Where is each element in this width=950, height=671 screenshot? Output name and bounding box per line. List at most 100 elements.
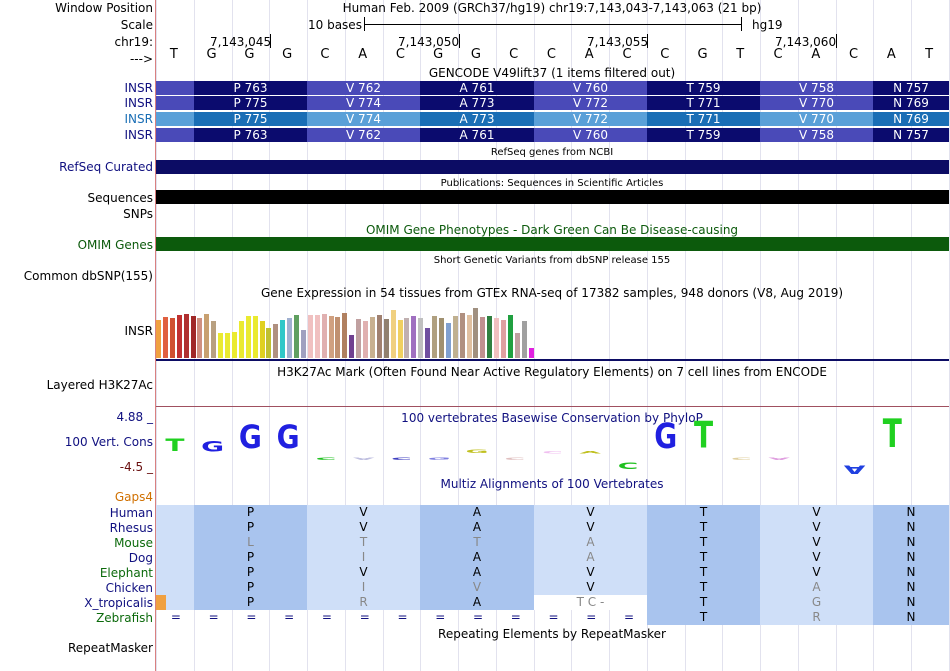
gtex-tissue-bar[interactable] <box>328 316 334 358</box>
gtex-tissue-bar[interactable] <box>266 328 272 358</box>
gtex-tissue-bar[interactable] <box>280 320 286 358</box>
gtex-tissue-bar[interactable] <box>169 318 175 358</box>
h3k27ac-track-label[interactable]: Layered H3K27Ac <box>46 378 153 392</box>
gtex-tissue-bar[interactable] <box>183 314 189 358</box>
gtex-tissue-bar[interactable] <box>245 316 251 358</box>
gencode-track-label[interactable]: INSR <box>124 112 153 126</box>
multiz-species-label[interactable]: Elephant <box>99 566 153 580</box>
dbsnp-track-title[interactable]: Short Genetic Variants from dbSNP releas… <box>433 255 671 266</box>
gtex-tissue-bar[interactable] <box>273 324 279 358</box>
gtex-tissue-bar[interactable] <box>162 317 168 358</box>
phylop-track-label[interactable]: 100 Vert. Cons <box>64 435 153 449</box>
gtex-tissue-bar[interactable] <box>342 313 348 358</box>
gtex-tissue-bar[interactable] <box>487 316 493 358</box>
gtex-tissue-bar[interactable] <box>211 321 217 358</box>
gencode-track-label[interactable]: INSR <box>124 128 153 142</box>
omim-track-title[interactable]: OMIM Gene Phenotypes - Dark Green Can Be… <box>365 223 739 237</box>
gtex-tissue-bar[interactable] <box>466 315 472 358</box>
gtex-bar-chart[interactable] <box>156 300 536 358</box>
gtex-tissue-bar[interactable] <box>259 321 265 358</box>
gtex-tissue-bar[interactable] <box>521 321 527 358</box>
gtex-tissue-bar[interactable] <box>204 314 210 358</box>
gtex-tissue-bar[interactable] <box>300 330 306 358</box>
gtex-tissue-bar[interactable] <box>459 313 465 358</box>
gtex-tissue-bar[interactable] <box>349 335 355 358</box>
repeatmasker-track-title[interactable]: Repeating Elements by RepeatMasker <box>438 627 666 641</box>
multiz-species-label[interactable]: Mouse <box>114 536 153 550</box>
gtex-tissue-bar[interactable] <box>473 308 479 358</box>
gencode-track-title[interactable]: GENCODE V49lift37 (1 items filtered out) <box>428 66 676 80</box>
multiz-species-label[interactable]: Human <box>109 506 153 520</box>
gtex-track-label[interactable]: INSR <box>124 324 153 338</box>
phylop-track-title[interactable]: 100 vertebrates Basewise Conservation by… <box>401 411 703 425</box>
multiz-species-label[interactable]: Zebrafish <box>96 611 153 625</box>
gencode-transcript[interactable]: P 775 V 774 A 773 V 772 T 771 V 770 N 769 <box>156 112 949 126</box>
gtex-tissue-bar[interactable] <box>404 318 410 358</box>
omim-track-label[interactable]: OMIM Genes <box>77 238 153 252</box>
gtex-track-title[interactable]: Gene Expression in 54 tissues from GTEx … <box>260 286 844 300</box>
multiz-species-label[interactable]: Chicken <box>105 581 153 595</box>
omim-bar[interactable] <box>156 237 949 251</box>
gtex-tissue-bar[interactable] <box>321 314 327 358</box>
publications-track-title[interactable]: Publications: Sequences in Scientific Ar… <box>440 178 664 189</box>
gencode-transcript[interactable]: P 763 V 762 A 761 V 760 T 759 V 758 N 757 <box>156 81 949 95</box>
gtex-tissue-bar[interactable] <box>197 318 203 358</box>
gtex-tissue-bar[interactable] <box>383 319 389 358</box>
gtex-tissue-bar[interactable] <box>452 316 458 358</box>
multiz-species-label[interactable]: Dog <box>128 551 153 565</box>
gtex-tissue-bar[interactable] <box>438 318 444 358</box>
gtex-tissue-bar[interactable] <box>294 315 299 358</box>
gtex-tissue-bar[interactable] <box>335 317 341 358</box>
gtex-tissue-bar[interactable] <box>218 333 224 358</box>
gtex-tissue-bar[interactable] <box>287 318 293 358</box>
gtex-tissue-bar[interactable] <box>390 310 396 358</box>
gtex-tissue-bar[interactable] <box>418 318 424 358</box>
multiz-species-label[interactable]: X_tropicalis <box>84 596 153 610</box>
gtex-tissue-bar[interactable] <box>363 321 368 358</box>
refseq-track-title[interactable]: RefSeq genes from NCBI <box>490 147 614 158</box>
gtex-tissue-bar[interactable] <box>156 320 161 358</box>
gtex-tissue-bar[interactable] <box>445 323 451 358</box>
gtex-tissue-bar[interactable] <box>528 348 534 358</box>
gtex-tissue-bar[interactable] <box>376 315 382 358</box>
gtex-tissue-bar[interactable] <box>480 317 486 358</box>
multiz-track-title[interactable]: Multiz Alignments of 100 Vertebrates <box>440 477 664 491</box>
gtex-tissue-bar[interactable] <box>369 317 375 358</box>
gencode-track-label[interactable]: INSR <box>124 96 153 110</box>
gencode-track-label[interactable]: INSR <box>124 81 153 95</box>
dbsnp-track-label[interactable]: Common dbSNP(155) <box>23 269 153 283</box>
gtex-tissue-bar[interactable] <box>397 320 403 358</box>
publications-bar[interactable] <box>156 190 949 204</box>
refseq-gene-bar[interactable] <box>156 160 949 174</box>
refseq-track-label[interactable]: RefSeq Curated <box>59 160 153 174</box>
gtex-tissue-bar[interactable] <box>238 321 244 358</box>
gtex-tissue-bar[interactable] <box>494 318 500 358</box>
h3k27ac-track-title[interactable]: H3K27Ac Mark (Often Found Near Active Re… <box>277 365 827 379</box>
repeatmasker-track-label[interactable]: RepeatMasker <box>67 641 153 655</box>
gtex-tissue-bar[interactable] <box>314 315 320 358</box>
gtex-tissue-bar[interactable] <box>425 328 431 358</box>
publications-track-label[interactable]: Sequences <box>87 191 153 205</box>
gtex-tissue-bar[interactable] <box>176 315 182 358</box>
multiz-species-row[interactable]: = = = = = = = = = = = = = T R N <box>156 610 949 625</box>
gtex-tissue-bar[interactable] <box>307 315 313 358</box>
multiz-species-label[interactable]: Rhesus <box>109 521 153 535</box>
gtex-tissue-bar[interactable] <box>252 316 258 358</box>
gtex-tissue-bar[interactable] <box>507 315 513 358</box>
gencode-transcript[interactable]: P 763 V 762 A 761 V 760 T 759 V 758 N 757 <box>156 128 949 142</box>
gtex-tissue-bar[interactable] <box>190 316 196 358</box>
gtex-tissue-bar[interactable] <box>432 316 437 358</box>
gtex-tissue-bar[interactable] <box>501 320 506 358</box>
gtex-tissue-bar[interactable] <box>231 332 237 358</box>
gtex-tissue-bar[interactable] <box>411 316 417 358</box>
snps-track-label[interactable]: SNPs <box>123 207 153 221</box>
gencode-transcript[interactable]: P 775 V 774 A 773 V 772 T 771 V 770 N 769 <box>156 96 949 110</box>
